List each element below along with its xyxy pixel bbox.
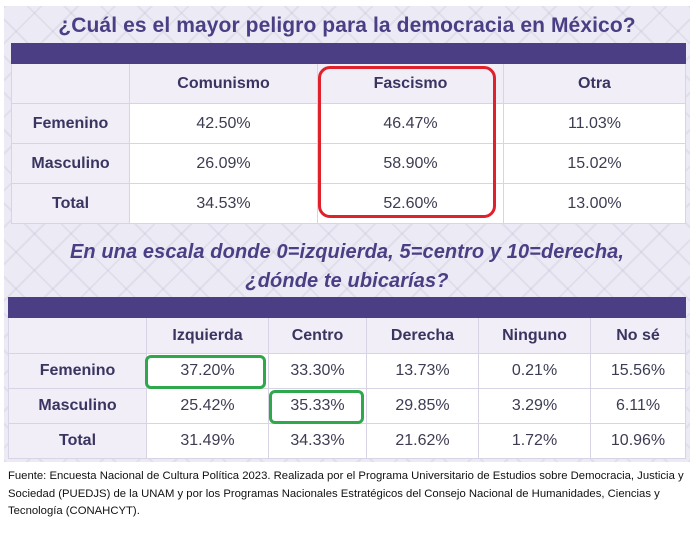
column-header: Derecha <box>366 317 479 354</box>
column-header: Otra <box>503 63 686 104</box>
table-cell: 15.56% <box>589 353 687 389</box>
column-header: Comunismo <box>129 63 318 104</box>
table-cell: 11.03% <box>503 103 686 144</box>
row-header: Masculino <box>8 388 147 424</box>
table-corner <box>11 63 130 104</box>
table-row: Masculino 25.42% 35.33% 29.85% 3.29% 6.1… <box>8 388 687 424</box>
row-header: Total <box>8 423 147 459</box>
table-header-row: Comunismo Fascismo Otra <box>11 63 686 104</box>
table-cell: 29.85% <box>366 388 479 424</box>
table-header-band <box>11 43 686 64</box>
survey2-title: En una escala donde 0=izquierda, 5=centr… <box>4 238 690 296</box>
table-cell: 35.33% <box>268 388 367 424</box>
table-cell: 0.21% <box>478 353 591 389</box>
ideology-table: Izquierda Centro Derecha Ninguno No sé F… <box>7 297 687 459</box>
table-cell: 3.29% <box>478 388 591 424</box>
table-cell: 26.09% <box>129 143 318 184</box>
table-cell: 15.02% <box>503 143 686 184</box>
survey2-title-line1: En una escala donde 0=izquierda, 5=centr… <box>69 241 625 263</box>
table-cell: 42.50% <box>129 103 318 144</box>
table-cell: 58.90% <box>317 143 504 184</box>
table-cell: 31.49% <box>146 423 269 459</box>
table-cell: 25.42% <box>146 388 269 424</box>
survey1-title: ¿Cuál es el mayor peligro para la democr… <box>58 14 636 37</box>
table-row: Total 31.49% 34.33% 21.62% 1.72% 10.96% <box>8 423 687 459</box>
table-corner <box>8 317 147 354</box>
column-header: Izquierda <box>146 317 269 354</box>
izquierda-femenino-highlight <box>145 355 266 389</box>
survey2-title-line2: ¿dónde te ubicarías? <box>245 270 449 292</box>
row-header: Masculino <box>11 143 130 184</box>
source-note: Fuente: Encuesta Nacional de Cultura Pol… <box>8 470 684 517</box>
table-cell: 21.62% <box>366 423 479 459</box>
column-header: Fascismo <box>317 63 504 104</box>
table-cell: 13.00% <box>503 183 686 224</box>
table-cell: 1.72% <box>478 423 591 459</box>
table-cell: 33.30% <box>268 353 367 389</box>
column-header: Ninguno <box>478 317 591 354</box>
table-row: Masculino 26.09% 58.90% 15.02% <box>11 143 686 184</box>
table-cell: 34.33% <box>268 423 367 459</box>
column-header: No sé <box>589 317 687 354</box>
table-cell: 46.47% <box>317 103 504 144</box>
table-cell: 6.11% <box>589 388 687 424</box>
row-header: Total <box>11 183 130 224</box>
table-row: Femenino 42.50% 46.47% 11.03% <box>11 103 686 144</box>
row-header: Femenino <box>11 103 130 144</box>
table-header-row: Izquierda Centro Derecha Ninguno No sé <box>8 317 687 354</box>
centro-masculino-highlight <box>269 390 364 424</box>
fascismo-highlight <box>318 66 496 218</box>
column-header: Centro <box>268 317 367 354</box>
table-row: Femenino 37.20% 33.30% 13.73% 0.21% 15.5… <box>8 353 687 389</box>
table-cell: 10.96% <box>589 423 687 459</box>
table-header-band <box>7 297 687 318</box>
row-header: Femenino <box>8 353 147 389</box>
table-cell: 13.73% <box>366 353 479 389</box>
table-cell: 34.53% <box>129 183 318 224</box>
